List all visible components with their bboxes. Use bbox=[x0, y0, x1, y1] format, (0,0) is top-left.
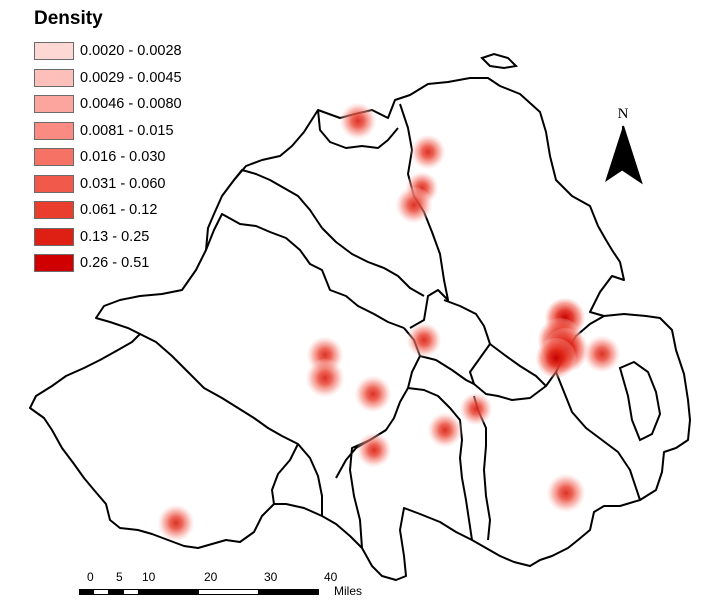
density-hotspot bbox=[536, 338, 576, 378]
legend-swatch bbox=[34, 201, 74, 220]
density-hotspot bbox=[357, 433, 391, 467]
density-hotspot bbox=[355, 376, 391, 412]
density-hotspot bbox=[407, 323, 441, 357]
scale-units: Miles bbox=[334, 584, 363, 598]
legend-swatch bbox=[34, 68, 74, 87]
scale-tick-5: 5 bbox=[116, 570, 123, 584]
legend-row: 0.031 - 0.060 bbox=[34, 171, 182, 198]
density-hotspot bbox=[460, 393, 492, 425]
legend-label: 0.0029 - 0.0045 bbox=[80, 69, 182, 86]
legend-swatch bbox=[34, 121, 74, 140]
legend: Density 0.0020 - 0.0028 0.0029 - 0.0045 0.… bbox=[34, 8, 182, 277]
scale-segment bbox=[79, 589, 94, 595]
density-hotspot bbox=[158, 505, 194, 541]
legend-rows: 0.0020 - 0.0028 0.0029 - 0.0045 0.0046 - 0… bbox=[34, 38, 182, 277]
scale-segment bbox=[108, 589, 124, 595]
scale-segment bbox=[123, 589, 139, 595]
scale-segment bbox=[198, 589, 259, 595]
legend-label: 0.26 - 0.51 bbox=[80, 255, 150, 272]
legend-label: 0.0020 - 0.0028 bbox=[80, 43, 182, 60]
density-hotspot bbox=[340, 103, 376, 139]
legend-row: 0.061 - 0.12 bbox=[34, 197, 182, 224]
legend-swatch bbox=[34, 254, 74, 273]
legend-row: 0.0020 - 0.0028 bbox=[34, 38, 182, 65]
legend-swatch bbox=[34, 42, 74, 61]
scale-tick-40: 40 bbox=[324, 570, 338, 584]
scale-tick-10: 10 bbox=[142, 570, 156, 584]
scale-tick-30: 30 bbox=[264, 570, 278, 584]
density-hotspot bbox=[584, 336, 620, 372]
legend-label: 0.0081 - 0.015 bbox=[80, 122, 174, 139]
legend-row: 0.0046 - 0.0080 bbox=[34, 91, 182, 118]
north-arrow-icon bbox=[605, 125, 643, 185]
legend-swatch bbox=[34, 174, 74, 193]
legend-label: 0.016 - 0.030 bbox=[80, 149, 166, 166]
lough-outline bbox=[618, 360, 662, 442]
density-hotspot bbox=[428, 413, 462, 447]
legend-row: 0.26 - 0.51 bbox=[34, 250, 182, 277]
legend-swatch bbox=[34, 95, 74, 114]
legend-row: 0.0081 - 0.015 bbox=[34, 118, 182, 145]
north-arrow: N bbox=[603, 106, 643, 186]
island-outline bbox=[480, 52, 519, 70]
region-outline bbox=[29, 77, 691, 581]
scale-segment bbox=[258, 589, 319, 595]
scale-bar: 0 5 10 20 30 40 Miles bbox=[78, 570, 378, 600]
density-hotspot bbox=[306, 359, 344, 397]
density-hotspot bbox=[396, 187, 432, 223]
legend-title: Density bbox=[34, 8, 103, 29]
legend-row: 0.0029 - 0.0045 bbox=[34, 65, 182, 92]
density-hotspot bbox=[411, 135, 445, 169]
density-hotspots bbox=[158, 103, 620, 541]
legend-row: 0.016 - 0.030 bbox=[34, 144, 182, 171]
legend-swatch bbox=[34, 148, 74, 167]
legend-label: 0.061 - 0.12 bbox=[80, 202, 158, 219]
scale-tick-20: 20 bbox=[204, 570, 218, 584]
scale-segment bbox=[138, 589, 199, 595]
legend-label: 0.0046 - 0.0080 bbox=[80, 96, 182, 113]
scale-segment bbox=[93, 589, 109, 595]
north-label: N bbox=[617, 106, 629, 122]
legend-swatch bbox=[34, 227, 74, 246]
legend-label: 0.031 - 0.060 bbox=[80, 175, 166, 192]
scale-tick-0: 0 bbox=[87, 570, 94, 584]
legend-label: 0.13 - 0.25 bbox=[80, 228, 150, 245]
legend-row: 0.13 - 0.25 bbox=[34, 224, 182, 251]
density-hotspot bbox=[547, 474, 585, 512]
